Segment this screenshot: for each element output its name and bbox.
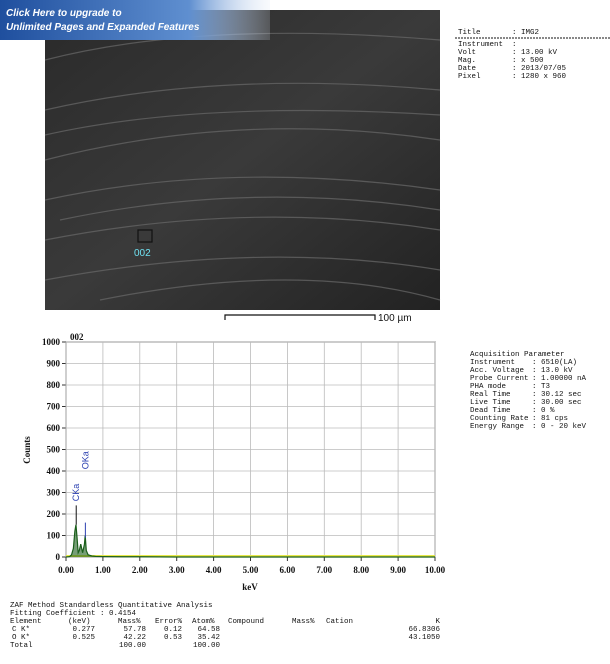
scale-bar <box>225 315 375 320</box>
x-tick-label: 1.00 <box>95 565 111 575</box>
info-key: Mag. <box>458 57 476 65</box>
sem-image <box>45 10 440 310</box>
scale-label: 100 µm <box>378 313 412 324</box>
zaf-title: ZAF Method Standardless Quantitative Ana… <box>10 602 213 610</box>
info-key: Title <box>458 29 481 37</box>
x-tick-label: 5.00 <box>243 565 259 575</box>
zaf-cell: 0.12 <box>164 626 182 634</box>
zaf-cell: 100.00 <box>193 642 221 650</box>
info-value: : <box>512 41 517 49</box>
chart-title: 002 <box>70 332 84 342</box>
y-tick-label: 600 <box>47 423 61 433</box>
info-value: : 2013/07/05 <box>512 65 567 73</box>
zaf-header: Compound <box>228 618 264 626</box>
acq-key: PHA mode <box>470 383 506 391</box>
zaf-header: (keV) <box>68 618 91 626</box>
zaf-header: Atom% <box>192 618 215 626</box>
zaf-cell: 0.277 <box>72 626 95 634</box>
y-tick-label: 700 <box>47 402 61 412</box>
zaf-header: Cation <box>326 618 353 626</box>
zaf-cell: 66.8306 <box>408 626 440 634</box>
zaf-header: Mass% <box>118 618 141 626</box>
zaf-cell: 0.53 <box>164 634 183 642</box>
y-tick-label: 300 <box>47 488 61 498</box>
zaf-cell: C K* <box>12 626 30 634</box>
acq-title: Acquisition Parameter <box>470 351 565 359</box>
acq-value: : 0 % <box>532 407 555 415</box>
x-tick-label: 10.00 <box>425 565 446 575</box>
y-tick-label: 900 <box>47 359 61 369</box>
acq-value: : 30.00 sec <box>532 399 582 407</box>
y-tick-label: 800 <box>47 380 61 390</box>
acq-key: Probe Current <box>470 375 529 383</box>
banner-text[interactable]: Unlimited Pages and Expanded Features <box>6 22 200 33</box>
zaf-cell: Total <box>10 642 33 650</box>
acq-value: : 81 cps <box>532 415 568 423</box>
x-tick-label: 7.00 <box>316 565 332 575</box>
info-value: : IMG2 <box>512 29 539 37</box>
acq-value: : 30.12 sec <box>532 391 582 399</box>
info-key: Instrument <box>458 41 503 49</box>
y-tick-label: 100 <box>47 531 61 541</box>
x-tick-label: 0.00 <box>58 565 74 575</box>
zaf-fitting: Fitting Coefficient : 0.4154 <box>10 610 137 618</box>
y-tick-label: 1000 <box>42 337 61 347</box>
upgrade-banner[interactable] <box>0 0 270 40</box>
info-value: : x 500 <box>512 57 544 65</box>
x-tick-label: 8.00 <box>353 565 369 575</box>
y-axis-label: Counts <box>22 436 32 464</box>
acq-value: : 1.00000 nA <box>532 375 587 383</box>
info-key: Volt <box>458 49 476 57</box>
x-tick-label: 3.00 <box>169 565 185 575</box>
x-tick-label: 2.00 <box>132 565 148 575</box>
acq-key: Instrument <box>470 359 515 367</box>
acq-value: : T3 <box>532 383 551 391</box>
acq-key: Energy Range <box>470 423 524 431</box>
zaf-cell: 100.00 <box>119 642 147 650</box>
zaf-cell: 57.78 <box>123 626 146 634</box>
zaf-header: Mass% <box>292 618 315 626</box>
x-tick-label: 9.00 <box>390 565 406 575</box>
info-value: : 1280 x 960 <box>512 73 567 81</box>
zaf-cell: 35.42 <box>197 634 220 642</box>
acq-key: Live Time <box>470 399 511 407</box>
y-tick-label: 200 <box>47 509 61 519</box>
y-tick-label: 0 <box>56 552 61 562</box>
zaf-header: Error% <box>155 618 183 626</box>
acq-value: : 6510(LA) <box>532 359 577 367</box>
region-label: 002 <box>134 248 151 259</box>
zaf-cell: 42.22 <box>123 634 146 642</box>
zaf-header: K <box>435 618 440 626</box>
y-tick-label: 500 <box>47 445 61 455</box>
peak-label: CKa <box>71 484 81 502</box>
y-tick-label: 400 <box>47 466 61 476</box>
banner-text[interactable]: Click Here to upgrade to <box>6 8 122 19</box>
acq-key: Counting Rate <box>470 415 529 423</box>
zaf-cell: 43.1050 <box>408 634 440 642</box>
zaf-header: Element <box>10 618 42 626</box>
x-tick-label: 6.00 <box>280 565 296 575</box>
info-value: : 13.00 kV <box>512 49 558 57</box>
zaf-cell: 64.58 <box>197 626 220 634</box>
acq-key: Real Time <box>470 391 511 399</box>
acq-key: Dead Time <box>470 407 511 415</box>
x-tick-label: 4.00 <box>206 565 222 575</box>
zaf-cell: 0.525 <box>72 634 95 642</box>
x-axis-label: keV <box>242 582 258 592</box>
info-key: Date <box>458 65 476 73</box>
chart: 002 keV Counts 0 100 200 300 400 500 600 700 800… <box>22 332 446 592</box>
acq-value: : 0 - 20 keV <box>532 423 587 431</box>
acq-value: : 13.0 kV <box>532 367 573 375</box>
info-key: Pixel <box>458 73 481 81</box>
zaf-cell: O K* <box>12 634 30 642</box>
page: Click Here to upgrade to Unlimited Pages… <box>0 0 610 664</box>
peak-label: OKa <box>80 451 90 469</box>
acq-key: Acc. Voltage <box>470 367 524 375</box>
